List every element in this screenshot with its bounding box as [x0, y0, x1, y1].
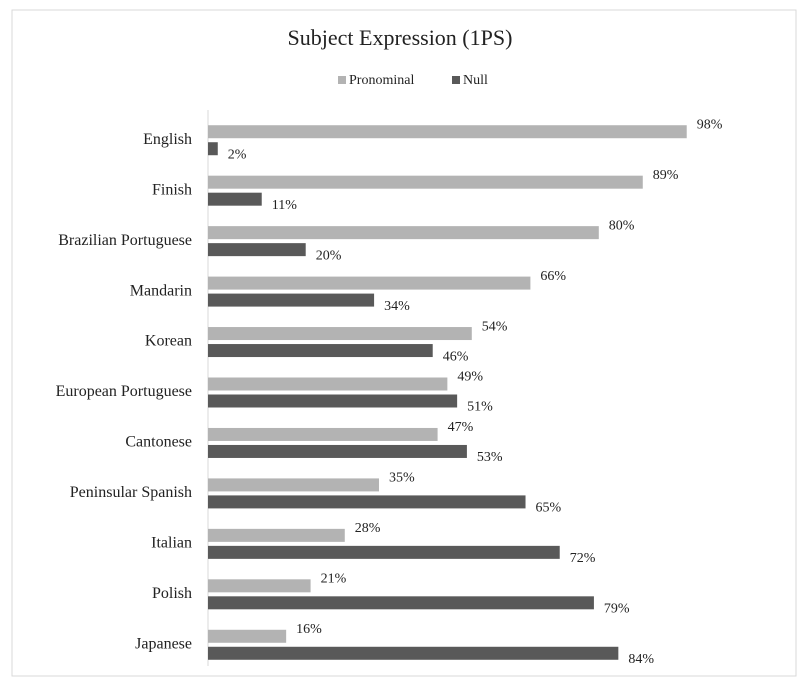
bar	[208, 545, 560, 559]
bar	[208, 276, 531, 290]
value-label: 46%	[443, 349, 469, 364]
y-tick-label: Brazilian Portuguese	[58, 232, 192, 249]
bar	[208, 579, 311, 593]
value-label: 2%	[228, 147, 247, 162]
y-tick-label: Italian	[151, 535, 192, 552]
y-tick-label: Cantonese	[125, 434, 192, 451]
chart-border	[11, 9, 797, 677]
bar	[208, 226, 599, 240]
bar	[208, 478, 379, 492]
bar	[208, 444, 467, 458]
value-label: 79%	[604, 602, 630, 617]
value-label: 84%	[628, 652, 654, 667]
bar	[208, 495, 526, 509]
bar	[208, 243, 306, 257]
legend-label: Null	[463, 73, 488, 88]
bar	[208, 596, 594, 610]
legend-swatch	[338, 76, 346, 84]
bar	[208, 629, 287, 643]
y-tick-label: English	[143, 131, 192, 148]
bar	[208, 344, 433, 358]
y-tick-label: Mandarin	[130, 282, 192, 299]
value-label: 16%	[296, 622, 322, 637]
value-label: 35%	[389, 471, 415, 486]
bar	[208, 394, 458, 408]
value-label: 65%	[536, 501, 562, 516]
value-label: 66%	[540, 269, 566, 284]
bar	[208, 293, 375, 307]
value-label: 47%	[448, 420, 474, 435]
value-label: 89%	[653, 168, 679, 183]
value-label: 80%	[609, 218, 635, 233]
value-label: 98%	[697, 117, 723, 132]
bar	[208, 125, 687, 139]
chart-title: Subject Expression (1PS)	[288, 25, 513, 50]
bar	[208, 175, 643, 189]
value-label: 20%	[316, 248, 342, 263]
bar	[208, 377, 448, 391]
y-tick-label: European Portuguese	[56, 383, 192, 400]
value-label: 21%	[321, 572, 347, 587]
value-label: 54%	[482, 319, 508, 334]
value-label: 11%	[272, 198, 297, 213]
bar	[208, 646, 619, 660]
bar	[208, 142, 218, 156]
legend-label: Pronominal	[349, 73, 414, 88]
y-tick-label: Peninsular Spanish	[70, 484, 192, 501]
bar	[208, 427, 438, 441]
value-label: 34%	[384, 299, 410, 314]
legend-swatch	[452, 76, 460, 84]
bar	[208, 528, 345, 542]
value-label: 49%	[457, 370, 483, 385]
y-tick-label: Japanese	[135, 635, 192, 652]
bar	[208, 327, 472, 341]
value-label: 51%	[467, 400, 493, 415]
value-label: 53%	[477, 450, 503, 465]
y-tick-label: Finish	[152, 181, 192, 198]
y-tick-label: Korean	[145, 333, 192, 350]
value-label: 72%	[570, 551, 596, 566]
value-label: 28%	[355, 521, 381, 536]
y-tick-label: Polish	[152, 585, 192, 602]
bar	[208, 192, 262, 206]
